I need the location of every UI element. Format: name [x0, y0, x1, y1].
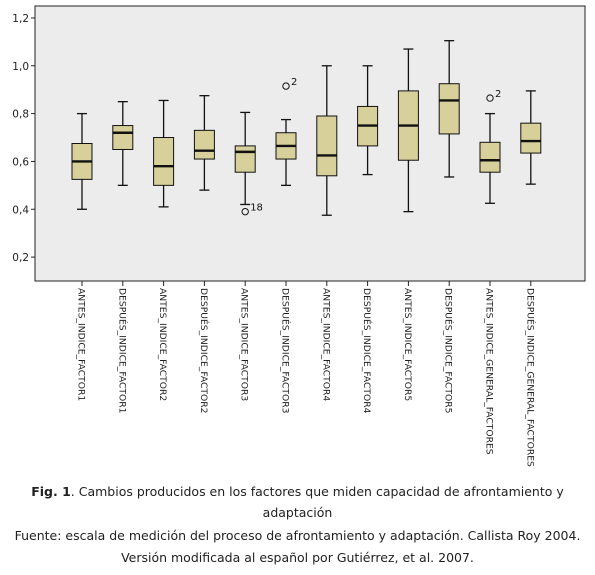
figure-source-line-1: Fuente: escala de medición del proceso d… [14, 528, 581, 543]
x-tick-label: ANTES_INDICE_GENERAL_FACTORES [484, 288, 495, 455]
box-1 [71, 112, 93, 210]
box-3 [153, 99, 175, 208]
figure-caption-line-1: Fig. 1. Cambios producidos en los factor… [0, 484, 595, 499]
x-tick-label: DESPUÉS_INDICE_FACTOR3 [280, 288, 292, 414]
figure-caption-text: . Cambios producidos en los factores que… [70, 484, 564, 499]
box-iqr [112, 125, 134, 150]
box-iqr [316, 115, 338, 177]
boxplot-chart: 0,2 0,4 0,6 0,8 1,0 1,2 ANTES_INDICE_FACTOR1 D… [12, 5, 586, 467]
y-tick-label: 0,8 [12, 109, 29, 121]
x-tick-label: ANTES_INDICE_FACTOR4 [320, 288, 331, 401]
y-axis: 0,2 0,4 0,6 0,8 1,0 1,2 [12, 13, 35, 264]
figure-caption-line-2: adaptación [262, 505, 333, 520]
box-2 [112, 101, 134, 186]
outlier-label: 2 [495, 89, 501, 100]
figure-label: Fig. 1 [31, 484, 71, 499]
x-tick-label: ANTES_INDICE_FACTOR1 [76, 288, 87, 401]
outlier-point [241, 207, 249, 216]
box-12 [520, 90, 542, 185]
outlier-label: 2 [291, 77, 297, 88]
y-tick-label: 1,2 [12, 13, 29, 25]
x-tick-label: ANTES_INDICE_FACTOR3 [239, 288, 250, 401]
x-axis: ANTES_INDICE_FACTOR1 DESPUÉS_INDICE_FACTO… [76, 281, 536, 467]
box-11: 2 [479, 89, 501, 204]
y-tick-label: 1,0 [12, 61, 29, 73]
x-tick-label: DESPUÉS_INDICE_GENERAL_FACTORES [524, 288, 536, 467]
x-tick-label: DESPUÉS_INDICE_FACTOR2 [198, 288, 210, 413]
y-tick-label: 0,6 [12, 156, 29, 168]
outlier-label: 18 [250, 203, 263, 214]
box-5: 18 [234, 111, 263, 216]
box-iqr [193, 129, 215, 160]
x-tick-label: ANTES_INDICE_FACTOR5 [402, 288, 413, 401]
x-tick-label: DESPUÉS_INDICE_FACTOR1 [116, 288, 128, 413]
outlier-point [486, 94, 494, 102]
box-iqr [520, 122, 542, 154]
x-tick-label: DESPUÉS_INDICE_FACTOR4 [361, 288, 373, 414]
x-tick-label: DESPUÉS_INDICE_FACTOR5 [443, 288, 455, 414]
box-iqr [153, 137, 175, 186]
box-iqr [438, 83, 460, 135]
box-7 [316, 65, 338, 216]
y-tick-label: 0,2 [12, 252, 29, 264]
box-6: 2 [275, 77, 297, 186]
box-iqr [234, 145, 256, 173]
box-8 [357, 65, 379, 176]
y-tick-label: 0,4 [12, 204, 29, 216]
box-10 [438, 40, 460, 178]
box-iqr [479, 141, 501, 173]
figure-source-line-2: Versión modificada al español por Gutiér… [121, 550, 474, 565]
outlier-point [282, 82, 290, 90]
box-9 [397, 48, 419, 213]
box-4 [193, 95, 215, 191]
x-tick-label: ANTES_INDICE_FACTOR2 [157, 288, 168, 401]
